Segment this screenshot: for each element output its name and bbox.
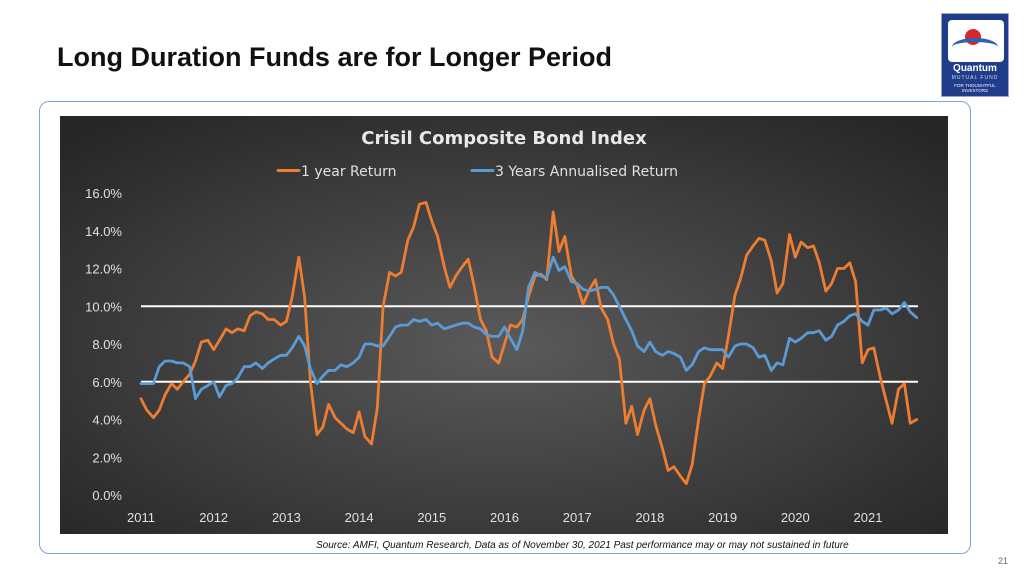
- chart-title: Crisil Composite Bond Index: [361, 128, 647, 149]
- bond-index-chart: Crisil Composite Bond Index 1 year Return…: [60, 116, 948, 534]
- y-tick-label: 2.0%: [92, 450, 122, 465]
- y-tick-label: 14.0%: [85, 224, 122, 239]
- logo-subtitle: MUTUAL FUND: [951, 75, 999, 81]
- quantum-logo: Quantum MUTUAL FUND FOR THOUGHTFUL INVES…: [941, 13, 1009, 97]
- y-tick-label: 6.0%: [92, 375, 122, 390]
- source-note: Source: AMFI, Quantum Research, Data as …: [316, 540, 849, 551]
- legend-label-0: 1 year Return: [301, 164, 397, 180]
- x-tick-label: 2012: [199, 510, 228, 525]
- x-tick-label: 2013: [272, 510, 301, 525]
- logo-tagline: FOR THOUGHTFUL INVESTORS: [954, 83, 996, 93]
- x-tick-label: 2014: [345, 510, 374, 525]
- series-line-1: [139, 255, 919, 401]
- x-tick-label: 2020: [781, 510, 810, 525]
- x-tick-label: 2021: [854, 510, 883, 525]
- x-tick-label: 2011: [127, 510, 155, 525]
- x-tick-label: 2019: [708, 510, 737, 525]
- x-tick-label: 2018: [635, 510, 664, 525]
- logo-emblem-icon: [948, 20, 1004, 62]
- y-tick-label: 0.0%: [92, 488, 122, 503]
- y-tick-label: 10.0%: [85, 299, 122, 314]
- y-tick-label: 4.0%: [92, 413, 122, 428]
- logo-name: Quantum: [953, 63, 997, 74]
- x-tick-label: 2015: [417, 510, 446, 525]
- x-tick-label: 2016: [490, 510, 519, 525]
- disclaimer-text: Past performance may or may not sustaine…: [613, 540, 849, 551]
- y-tick-label: 8.0%: [92, 337, 122, 352]
- y-tick-label: 12.0%: [85, 262, 122, 277]
- x-tick-label: 2017: [563, 510, 592, 525]
- chart-background: [60, 116, 948, 534]
- legend-label-1: 3 Years Annualised Return: [495, 164, 678, 180]
- page-number: 21: [998, 556, 1009, 566]
- slide-title: Long Duration Funds are for Longer Perio…: [57, 42, 613, 72]
- y-tick-label: 16.0%: [85, 186, 122, 201]
- source-text: Source: AMFI, Quantum Research, Data as …: [316, 540, 611, 551]
